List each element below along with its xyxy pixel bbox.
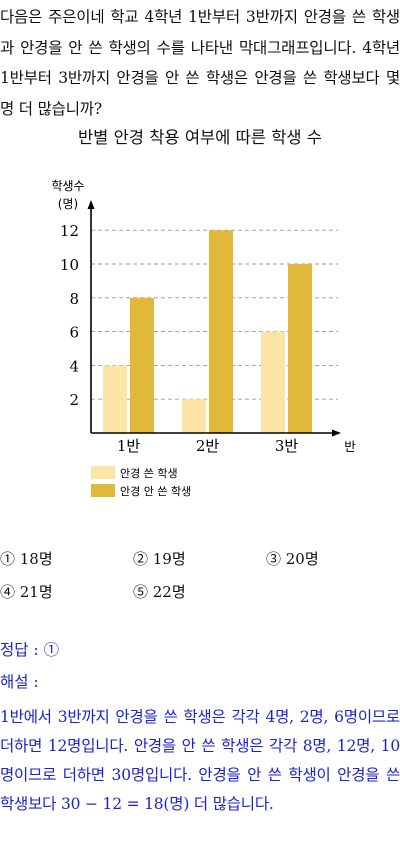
x-category-label: 2반 [196,437,220,455]
chart-title: 반별 안경 착용 여부에 따른 학생 수 [78,128,322,147]
y-tick-labels: 2 4 6 8 10 12 [60,222,79,409]
y-axis-label-line1: 학생수 [51,179,84,193]
y-tick-label: 10 [60,256,79,274]
bar-without-glasses [288,264,312,433]
y-tick-label: 2 [69,391,79,409]
y-tick-label: 6 [69,324,79,342]
legend-label: 안경 쓴 학생 [120,467,178,480]
legend-swatch [91,466,115,479]
x-axis-arrow [332,429,341,437]
choice-3[interactable]: ③ 20명 [266,550,319,568]
answer-label: 정답 : ① [0,641,60,659]
bar-without-glasses [209,230,233,433]
choice-5[interactable]: ⑤ 22명 [133,583,186,601]
bar-with-glasses [103,365,127,433]
legend-label: 안경 안 쓴 학생 [120,485,191,498]
y-axis-arrow [87,200,95,209]
y-tick-label: 4 [69,357,79,375]
legend-swatch [91,484,115,497]
bar-without-glasses [130,297,154,433]
choice-2[interactable]: ② 19명 [133,550,186,568]
bar-with-glasses [261,331,285,433]
y-tick-label: 12 [60,222,79,240]
explanation-text: 1반에서 3반까지 안경을 쓴 학생은 각각 4명, 2명, 6명이므로 더하면… [0,708,400,813]
x-category-label: 1반 [117,437,141,455]
question-text: 다음은 주은이네 학교 4학년 1반부터 3반까지 안경을 쓴 학생과 안경을 … [0,8,400,118]
x-category-label: 3반 [275,437,299,455]
y-tick-label: 8 [69,290,79,308]
bars [103,230,312,433]
choice-1[interactable]: ① 18명 [0,550,53,568]
bar-with-glasses [182,399,206,433]
x-axis-label: 반 [344,439,356,454]
choice-4[interactable]: ④ 21명 [0,583,53,601]
x-category-labels: 1반 2반 3반 [117,437,299,455]
y-axis-label-line2: (명) [58,197,78,211]
explanation-label: 해설 : [0,673,39,691]
axes [87,200,341,437]
